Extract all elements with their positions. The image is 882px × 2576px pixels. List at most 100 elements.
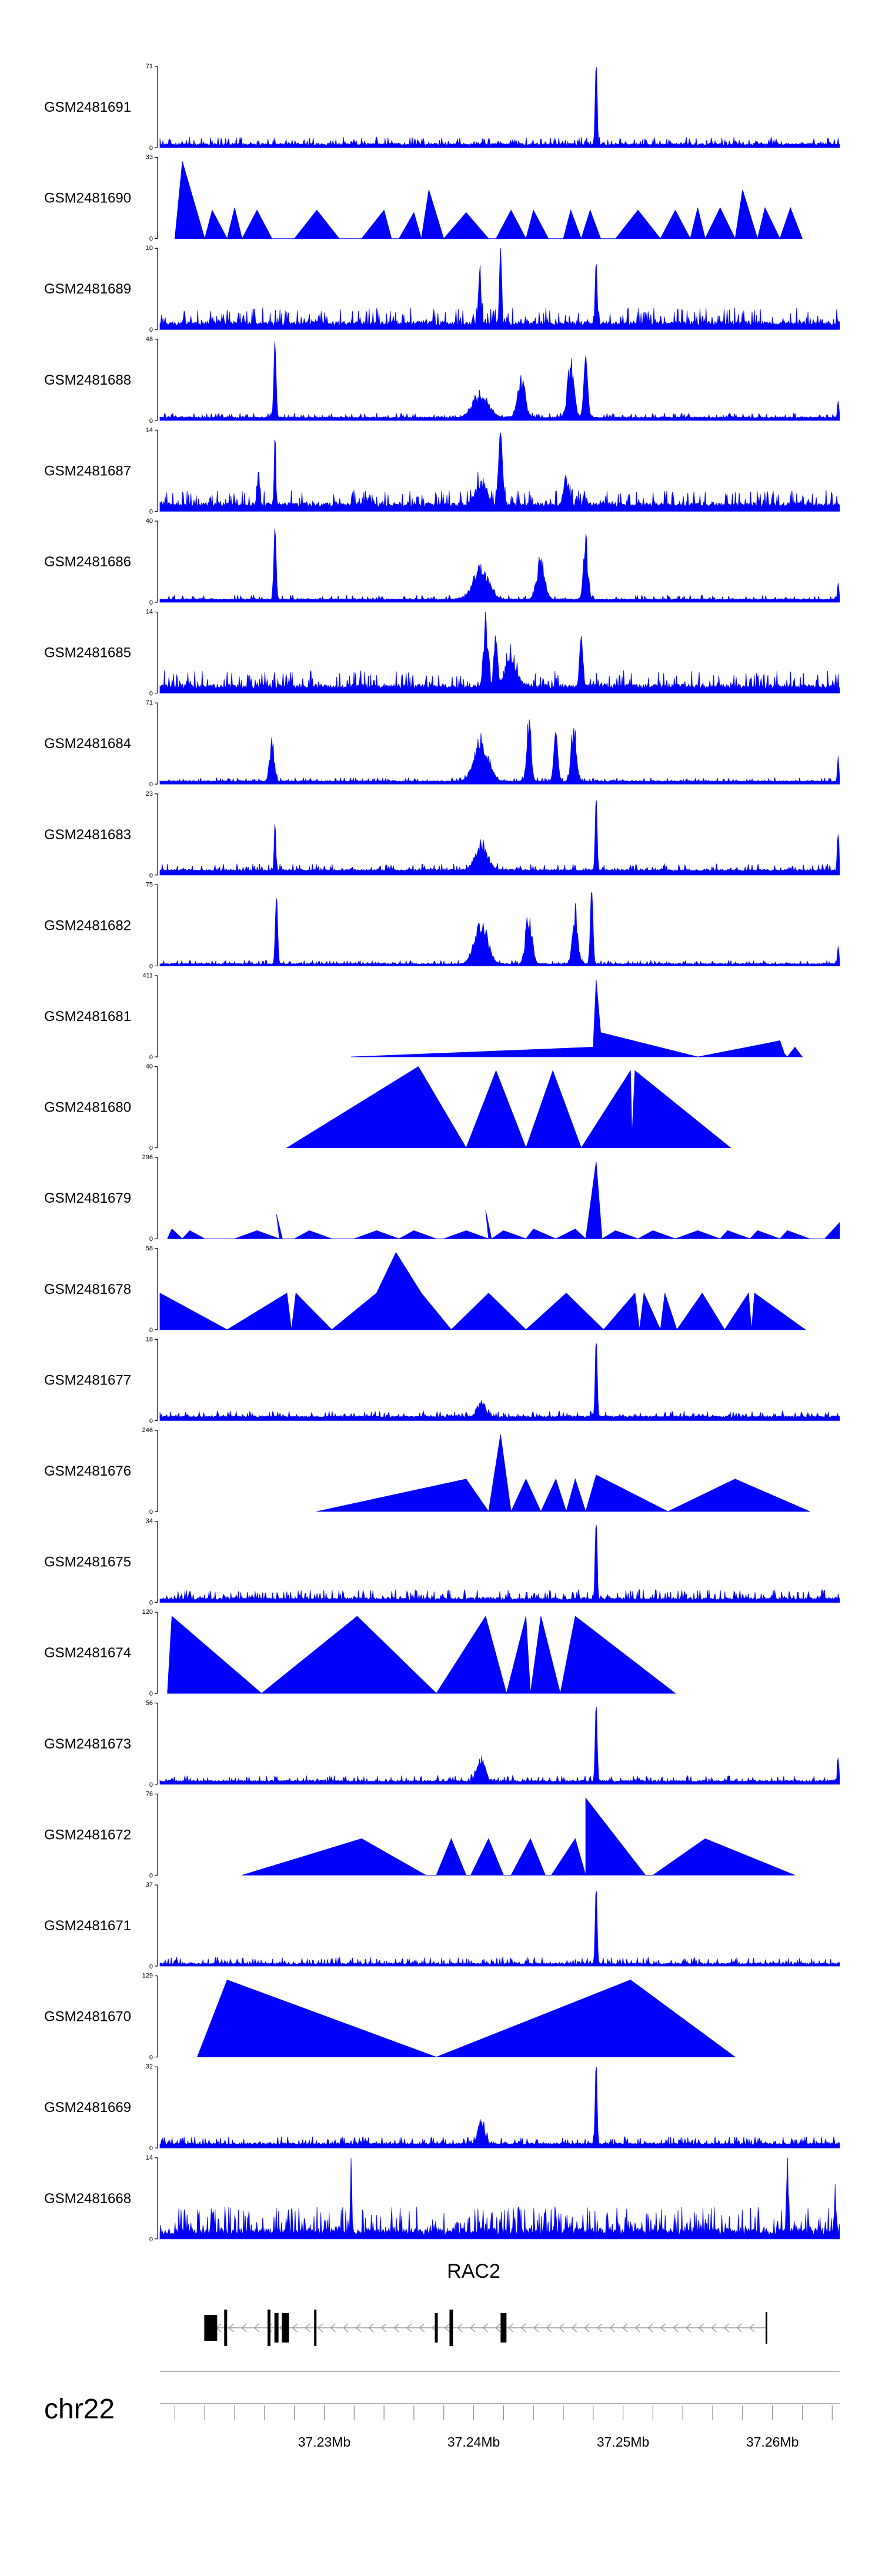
strand-chevron: [533, 2323, 539, 2333]
coverage-area: [159, 529, 840, 603]
exon: [224, 2310, 228, 2346]
strand-chevron: [634, 2323, 641, 2333]
track-GSM2481690: GSM2481690 33 0: [44, 154, 803, 243]
strand-chevron: [495, 2323, 501, 2333]
y-min-label: 0: [149, 1145, 153, 1152]
track-label: GSM2481686: [44, 554, 131, 570]
strand-chevron: [559, 2323, 564, 2333]
strand-chevron: [317, 2323, 323, 2333]
track-label: GSM2481690: [44, 191, 131, 206]
y-min-label: 0: [149, 1054, 153, 1061]
y-min-label: 0: [149, 963, 153, 970]
track-label: GSM2481682: [44, 917, 131, 933]
y-min-label: 0: [149, 1327, 153, 1334]
track-label: GSM2481675: [44, 1554, 131, 1570]
gene-name-label: RAC2: [447, 2260, 500, 2283]
track-label: GSM2481688: [44, 372, 131, 388]
strand-chevron: [368, 2323, 374, 2333]
track-GSM2481670: GSM2481670 129 0: [44, 1973, 736, 2061]
strand-chevron: [241, 2323, 247, 2333]
coverage-area: [174, 161, 803, 240]
coverage-area: [242, 1797, 795, 1876]
coverage-area: [159, 1252, 806, 1331]
strand-chevron: [419, 2323, 425, 2333]
strand-chevron: [342, 2323, 349, 2333]
track-GSM2481674: GSM2481674 120 0: [44, 1609, 676, 1697]
exon: [267, 2310, 270, 2346]
coverage-area: [286, 1066, 731, 1149]
track-label: GSM2481674: [44, 1645, 131, 1661]
track-GSM2481684: GSM2481684 71 0: [44, 699, 840, 788]
y-max-label: 14: [146, 426, 153, 433]
exon: [766, 2312, 768, 2344]
strand-chevron: [355, 2323, 362, 2333]
strand-chevron: [622, 2323, 628, 2333]
y-max-label: 32: [146, 2063, 153, 2070]
track-label: GSM2481687: [44, 463, 131, 479]
coverage-area: [159, 248, 840, 330]
track-label: GSM2481679: [44, 1190, 131, 1206]
y-min-label: 0: [149, 1236, 153, 1243]
track-label: GSM2481668: [44, 2191, 131, 2207]
strand-chevron: [292, 2323, 298, 2333]
track-GSM2481669: GSM2481669 32 0: [44, 2063, 840, 2152]
y-min-label: 0: [149, 1872, 153, 1879]
y-max-label: 10: [146, 245, 153, 252]
coverage-area: [159, 2067, 840, 2148]
strand-chevron: [660, 2323, 666, 2333]
track-label: GSM2481684: [44, 736, 131, 752]
x-tick-label: 37.24Mb: [447, 2434, 500, 2450]
y-min-label: 0: [149, 1417, 153, 1424]
coverage-area: [159, 800, 840, 876]
y-max-label: 76: [146, 1790, 153, 1797]
strand-chevron: [673, 2323, 679, 2333]
strand-chevron: [406, 2323, 412, 2333]
y-max-label: 71: [146, 699, 153, 706]
coverage-area: [159, 719, 840, 785]
track-GSM2481673: GSM2481673 56 0: [44, 1700, 840, 1788]
y-min-label: 0: [149, 690, 153, 698]
track-label: GSM2481691: [44, 99, 131, 115]
strand-chevron: [253, 2323, 260, 2333]
strand-chevron: [444, 2323, 450, 2333]
track-label: GSM2481680: [44, 1100, 131, 1116]
y-max-label: 411: [142, 972, 153, 979]
strand-chevron: [520, 2323, 526, 2333]
y-min-label: 0: [149, 2054, 153, 2061]
track-GSM2481676: GSM2481676 246 0: [44, 1427, 810, 1516]
track-label: GSM2481669: [44, 2100, 131, 2115]
strand-chevron: [305, 2323, 310, 2333]
strand-chevron: [482, 2323, 489, 2333]
y-min-label: 0: [149, 599, 153, 606]
coverage-area: [167, 1616, 676, 1694]
coverage-area: [316, 1434, 810, 1513]
track-label: GSM2481689: [44, 281, 131, 297]
track-GSM2481678: GSM2481678 58 0: [44, 1245, 806, 1334]
y-max-label: 56: [146, 1700, 153, 1707]
genome-axis: chr22 37.23Mb 37.24Mb 37.25Mb 37.26Mb: [44, 2371, 840, 2450]
coverage-area: [159, 1525, 840, 1603]
y-min-label: 0: [149, 1781, 153, 1788]
exon: [500, 2313, 507, 2343]
strand-chevron: [749, 2323, 755, 2333]
y-max-label: 129: [142, 1973, 153, 1980]
strand-chevron: [571, 2323, 577, 2333]
y-max-label: 296: [142, 1154, 153, 1161]
strand-chevron: [584, 2323, 590, 2333]
y-min-label: 0: [149, 236, 153, 243]
y-min-label: 0: [149, 2236, 153, 2243]
strand-chevron: [609, 2323, 616, 2333]
track-label: GSM2481681: [44, 1009, 131, 1025]
y-max-label: 34: [146, 1518, 153, 1525]
y-max-label: 23: [146, 790, 153, 798]
track-GSM2481672: GSM2481672 76 0: [44, 1790, 795, 1879]
track-label: GSM2481671: [44, 1918, 131, 1934]
track-GSM2481688: GSM2481688 48 0: [44, 336, 840, 425]
y-max-label: 37: [146, 1881, 153, 1888]
strand-chevron: [723, 2323, 730, 2333]
strand-chevron: [546, 2323, 552, 2333]
exon: [282, 2313, 289, 2343]
x-tick-label: 37.26Mb: [746, 2434, 799, 2450]
coverage-area: [159, 1343, 840, 1421]
strand-chevron: [469, 2323, 476, 2333]
